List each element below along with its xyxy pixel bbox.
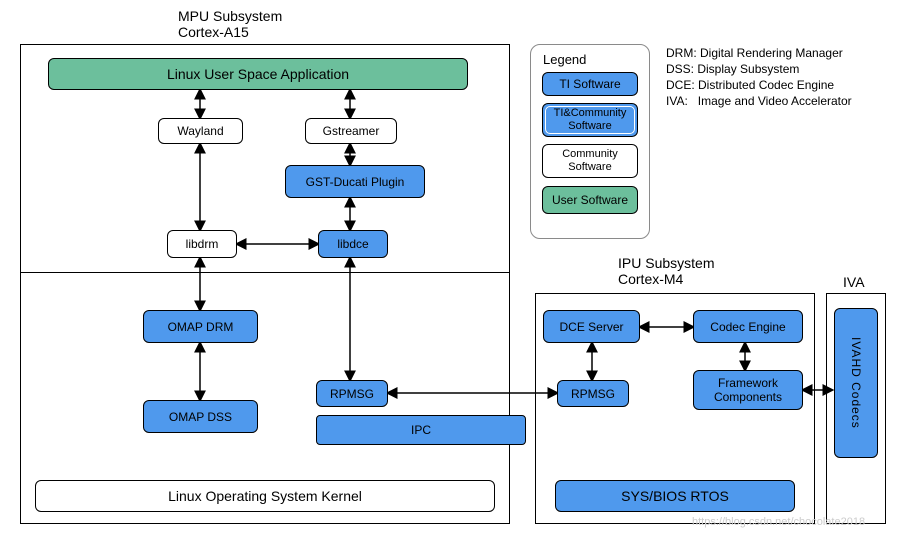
ipc-box: IPC (316, 415, 526, 445)
iva-title: IVA (843, 274, 865, 290)
legend-community: Community Software (542, 144, 638, 178)
gst-ducati-box: GST-Ducati Plugin (285, 165, 425, 198)
legend-title: Legend (543, 52, 586, 67)
legend-user-software: User Software (542, 186, 638, 214)
user-app-box: Linux User Space Application (48, 58, 468, 90)
glossary-dss: DSS: Display Subsystem (666, 62, 799, 76)
glossary-dce: DCE: Distributed Codec Engine (666, 78, 834, 92)
codec-engine-box: Codec Engine (693, 310, 803, 343)
glossary-drm: DRM: Digital Rendering Manager (666, 46, 843, 60)
gstreamer-box: Gstreamer (305, 118, 397, 144)
omap-dss-box: OMAP DSS (143, 400, 258, 433)
rtos-box: SYS/BIOS RTOS (555, 480, 795, 512)
mpu-divider (20, 272, 510, 273)
mpu-title: MPU Subsystem Cortex-A15 (178, 8, 282, 40)
omap-drm-box: OMAP DRM (143, 310, 258, 343)
legend-ti-software: TI Software (542, 72, 638, 96)
libdrm-box: libdrm (167, 230, 237, 258)
mpu-container (20, 44, 510, 524)
rpmsg-mpu-box: RPMSG (316, 380, 388, 407)
libdce-box: libdce (318, 230, 388, 258)
ivahd-codecs-box: IVAHD Codecs (834, 308, 878, 458)
legend-ti-community: TI&Community Software (542, 103, 638, 137)
wayland-box: Wayland (158, 118, 243, 144)
dce-server-box: DCE Server (543, 310, 640, 343)
watermark-text: https://blog.csdn.net/chocolate2018 (692, 516, 865, 528)
kernel-box: Linux Operating System Kernel (35, 480, 495, 512)
glossary-iva: IVA: Image and Video Accelerator (666, 94, 852, 108)
framework-box: Framework Components (693, 370, 803, 410)
ipu-title: IPU Subsystem Cortex-M4 (618, 255, 714, 287)
rpmsg-ipu-box: RPMSG (557, 380, 629, 407)
